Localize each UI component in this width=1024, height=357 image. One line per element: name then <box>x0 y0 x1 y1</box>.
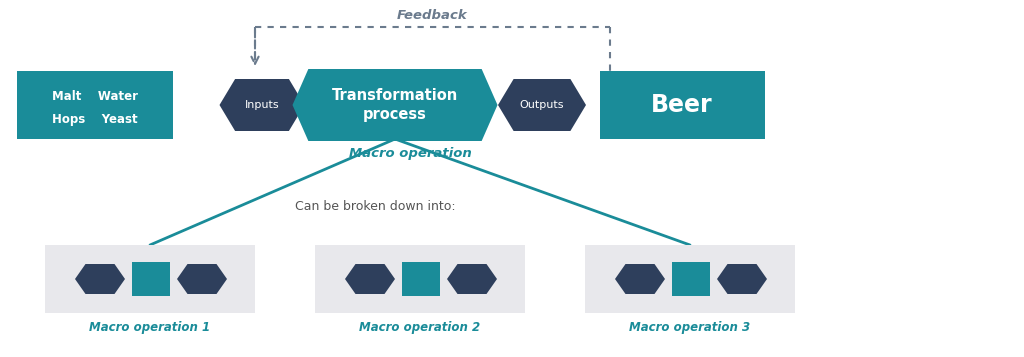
Bar <box>17 71 172 139</box>
Polygon shape <box>219 79 304 131</box>
Polygon shape <box>345 264 395 294</box>
Polygon shape <box>447 264 497 294</box>
Polygon shape <box>177 264 227 294</box>
Bar <box>402 262 440 296</box>
Bar <box>585 245 795 313</box>
Polygon shape <box>498 79 586 131</box>
Polygon shape <box>293 69 498 141</box>
Text: Macro operation 2: Macro operation 2 <box>359 321 480 334</box>
Bar <box>132 262 170 296</box>
Text: Hops    Yeast: Hops Yeast <box>52 112 138 126</box>
Polygon shape <box>75 264 125 294</box>
Bar <box>672 262 710 296</box>
Bar <box>315 245 525 313</box>
Text: Inputs: Inputs <box>245 100 280 110</box>
Polygon shape <box>615 264 665 294</box>
Bar <box>45 245 255 313</box>
Text: Macro operation: Macro operation <box>348 147 471 160</box>
Text: Beer: Beer <box>651 93 713 117</box>
Text: Outputs: Outputs <box>520 100 564 110</box>
Text: Macro operation 3: Macro operation 3 <box>630 321 751 334</box>
Bar <box>599 71 765 139</box>
Text: Transformation
process: Transformation process <box>332 88 458 122</box>
Text: Can be broken down into:: Can be broken down into: <box>295 201 456 213</box>
Polygon shape <box>717 264 767 294</box>
Text: Macro operation 1: Macro operation 1 <box>89 321 211 334</box>
Text: Feedback: Feedback <box>397 9 468 22</box>
Text: Malt    Water: Malt Water <box>52 91 138 104</box>
